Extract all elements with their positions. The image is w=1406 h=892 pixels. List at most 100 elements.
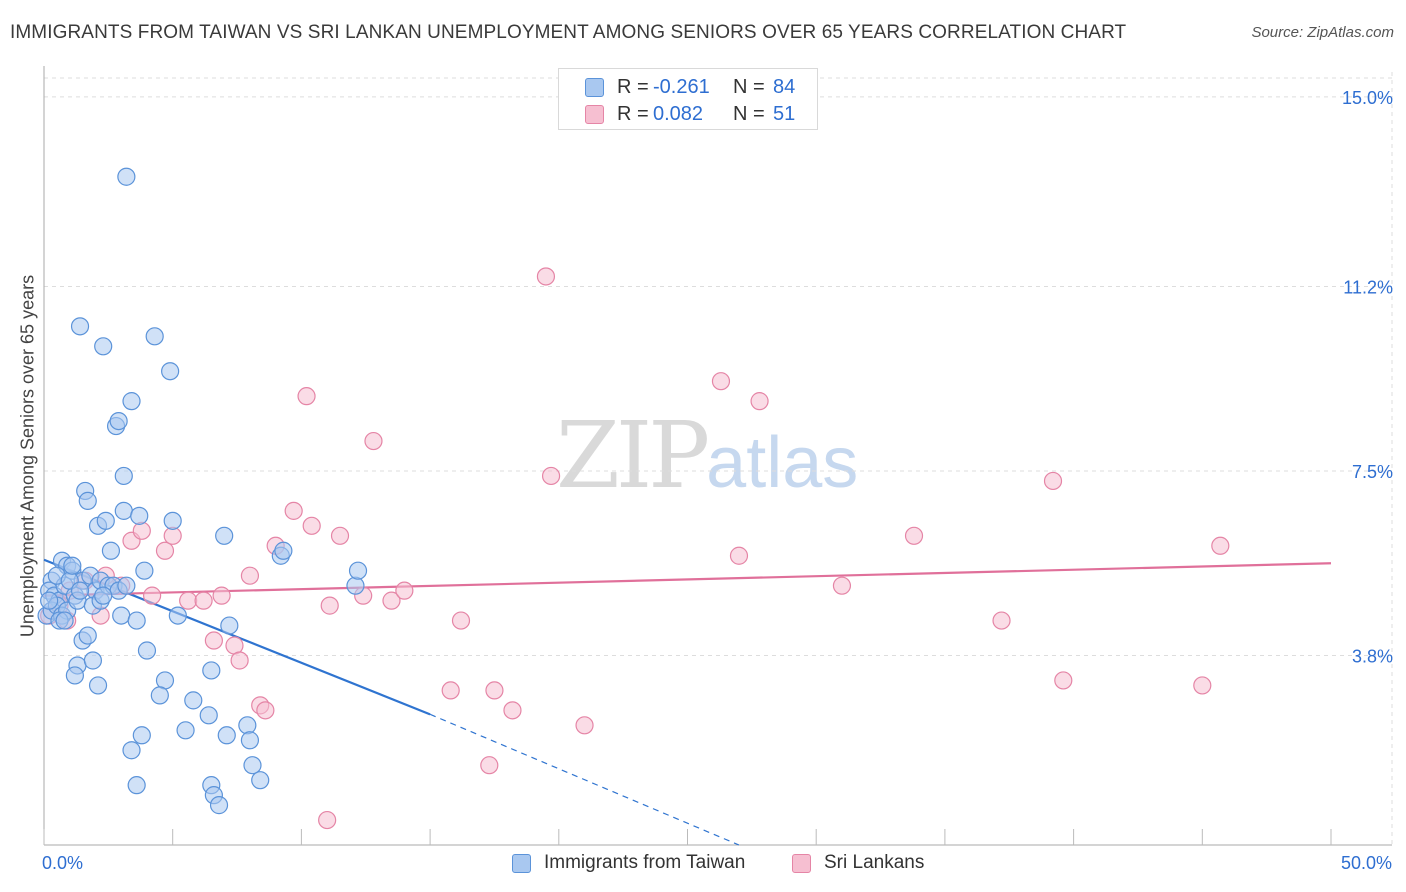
data-points (37, 167, 1230, 830)
srilanka-point (395, 581, 414, 600)
taiwan-point (184, 691, 203, 710)
taiwan-point (163, 511, 182, 530)
srilanka-point (503, 701, 522, 720)
taiwan-point (202, 661, 221, 680)
taiwan-point (348, 561, 368, 580)
x-tick-label: 0.0% (42, 853, 83, 873)
taiwan-point (132, 726, 151, 745)
taiwan-swatch (585, 78, 604, 97)
srilanka-point (320, 596, 339, 615)
taiwan-point (88, 676, 108, 695)
srilanka-point (318, 810, 337, 830)
srilanka-point (904, 526, 924, 545)
taiwan-point (346, 576, 365, 595)
srilanka-point (480, 756, 499, 775)
taiwan-point (70, 317, 90, 336)
taiwan-point (117, 576, 136, 595)
r-label: R = (617, 103, 649, 125)
taiwan-point (217, 726, 236, 745)
srilanka-point (204, 631, 223, 650)
tick-labels: 3.8% 7.5% 11.2% 15.0% 0.0% 50.0% (42, 88, 1393, 873)
n-label: N = (733, 76, 765, 98)
axes (43, 66, 1392, 846)
legend-label: Sri Lankans (824, 852, 925, 873)
srilanka-point (256, 701, 275, 720)
n-value: 51 (773, 103, 796, 125)
y-tick-label: 11.2% (1343, 277, 1393, 297)
srilanka-point (364, 431, 383, 451)
srilanka-point (212, 586, 231, 605)
taiwan-point (251, 771, 270, 790)
taiwan-point (176, 721, 195, 740)
watermark: ZIPatlas (556, 402, 858, 509)
taiwan-point (127, 776, 146, 795)
y-tick-label: 15.0% (1342, 88, 1393, 108)
taiwan-point (209, 796, 229, 815)
taiwan-point (137, 641, 157, 660)
taiwan-point (274, 541, 293, 560)
srilanka-point (711, 372, 731, 391)
taiwan-point (122, 741, 141, 760)
y-tick-label: 7.5% (1352, 462, 1393, 482)
srilanka-point (1211, 536, 1230, 555)
srilanka-swatch (585, 105, 604, 124)
taiwan-point (130, 506, 149, 525)
taiwan-point (199, 706, 218, 725)
srilanka-point (1043, 471, 1063, 491)
taiwan-point (114, 466, 133, 486)
taiwan-point (238, 716, 257, 735)
n-value: 84 (773, 76, 796, 98)
watermark-atlas: atlas (706, 423, 859, 503)
r-value: 0.082 (653, 103, 704, 125)
taiwan-point (55, 611, 74, 630)
taiwan-point (109, 411, 128, 431)
taiwan-point (150, 686, 169, 705)
taiwan-point (215, 526, 234, 545)
srilanka-point (536, 267, 556, 286)
watermark-zip: ZIP (556, 402, 710, 509)
taiwan-point (240, 731, 260, 750)
taiwan-point (161, 362, 180, 381)
srilanka-point (194, 591, 213, 610)
x-tick-label: 50.0% (1341, 853, 1392, 873)
taiwan-point (70, 581, 90, 600)
r-label: R = (617, 76, 649, 98)
legend-label: Immigrants from Taiwan (544, 852, 746, 873)
srilanka-point (729, 546, 749, 565)
srilanka-point (451, 611, 471, 630)
taiwan-point (168, 606, 187, 625)
taiwan-point (78, 626, 97, 645)
taiwan-point (117, 167, 136, 186)
srilanka-point (330, 526, 350, 545)
srilanka-point (240, 566, 260, 585)
taiwan-point (243, 756, 262, 775)
taiwan-point (94, 586, 113, 605)
r-value: -0.261 (653, 76, 710, 98)
taiwan-point (40, 591, 59, 610)
srilanka-point (485, 681, 504, 700)
taiwan-point (78, 491, 97, 510)
srilanka-point (1193, 676, 1212, 695)
srilanka-trend-line (43, 562, 1332, 597)
srilanka-point (1054, 671, 1073, 690)
taiwan-point (220, 616, 239, 635)
trend-lines (43, 558, 1332, 846)
taiwan-swatch (512, 854, 531, 873)
chart-title: IMMIGRANTS FROM TAIWAN VS SRI LANKAN UNE… (10, 22, 1127, 43)
taiwan-point (135, 561, 154, 580)
srilanka-point (302, 516, 321, 535)
taiwan-point (114, 501, 133, 520)
srilanka-point (179, 591, 198, 610)
srilanka-swatch (792, 854, 811, 873)
y-axis-label: Unemployment Among Seniors over 65 years (17, 274, 38, 638)
taiwan-point (112, 606, 131, 625)
n-label: N = (733, 103, 765, 125)
taiwan-point (65, 666, 84, 685)
y-tick-label: 3.8% (1352, 646, 1393, 666)
srilanka-point (750, 392, 769, 411)
srilanka-point (382, 591, 401, 610)
source-label: Source: ZipAtlas.com (1251, 24, 1394, 41)
srilanka-point (575, 716, 594, 735)
taiwan-point (96, 511, 115, 530)
